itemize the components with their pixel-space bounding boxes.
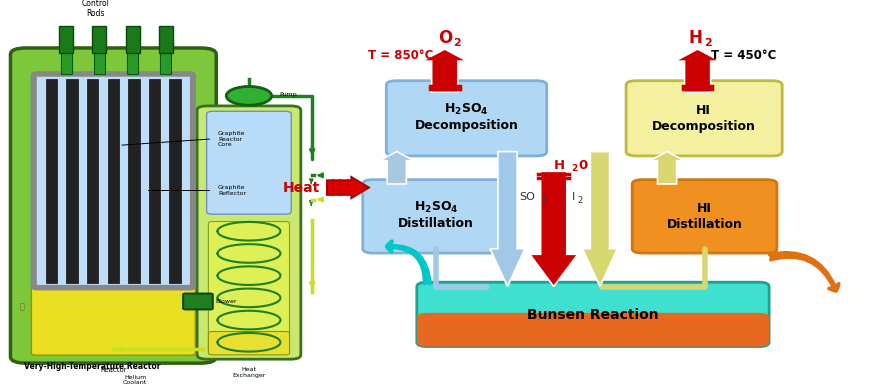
FancyArrow shape: [530, 171, 577, 286]
Text: Blower: Blower: [215, 299, 237, 304]
Text: Graphite
Reflector: Graphite Reflector: [218, 185, 246, 196]
FancyBboxPatch shape: [632, 180, 777, 253]
Text: Bunsen Reaction: Bunsen Reaction: [528, 308, 658, 322]
FancyArrow shape: [379, 152, 414, 184]
FancyBboxPatch shape: [208, 332, 290, 355]
Bar: [160, 51, 171, 74]
Text: VHTR: VHTR: [24, 333, 109, 361]
Text: 0: 0: [578, 159, 588, 173]
Text: Decomposition: Decomposition: [414, 119, 519, 132]
Text: T = 450°C: T = 450°C: [711, 49, 776, 62]
Text: 🚶: 🚶: [19, 302, 24, 311]
Text: 2: 2: [577, 196, 582, 205]
Text: H: H: [689, 29, 703, 47]
Text: Graphite
Reactor
Core: Graphite Reactor Core: [218, 131, 246, 147]
Text: SO: SO: [520, 192, 535, 202]
FancyArrow shape: [582, 152, 617, 286]
FancyBboxPatch shape: [197, 106, 301, 359]
Bar: [126, 26, 140, 53]
Bar: [61, 51, 72, 74]
Text: I: I: [572, 192, 576, 202]
Text: $\mathbf{H_2SO_4}$: $\mathbf{H_2SO_4}$: [444, 102, 489, 117]
Text: Control
Rods: Control Rods: [82, 0, 110, 19]
FancyBboxPatch shape: [31, 73, 195, 289]
Text: Helium
Coolant: Helium Coolant: [123, 375, 147, 385]
FancyBboxPatch shape: [183, 294, 213, 309]
Bar: [159, 26, 173, 53]
Text: Decomposition: Decomposition: [651, 120, 756, 132]
Text: Distillation: Distillation: [398, 217, 474, 230]
FancyBboxPatch shape: [417, 313, 769, 347]
FancyBboxPatch shape: [363, 180, 510, 253]
FancyBboxPatch shape: [386, 81, 547, 156]
Bar: [108, 79, 119, 283]
Bar: [128, 79, 140, 283]
FancyArrow shape: [675, 49, 720, 92]
Text: 2: 2: [705, 38, 712, 48]
Text: 2: 2: [542, 196, 547, 205]
FancyArrow shape: [422, 49, 467, 92]
Text: Distillation: Distillation: [666, 218, 743, 231]
Text: 2: 2: [571, 164, 577, 173]
FancyBboxPatch shape: [208, 221, 290, 352]
Bar: [87, 79, 99, 283]
Text: $\mathbf{H_2SO_4}$: $\mathbf{H_2SO_4}$: [413, 200, 459, 215]
Bar: [127, 51, 138, 74]
Bar: [92, 26, 106, 53]
Text: Reactor: Reactor: [100, 367, 126, 373]
FancyArrow shape: [650, 152, 685, 184]
Text: HI: HI: [697, 202, 712, 215]
Text: 2: 2: [453, 38, 461, 48]
FancyArrow shape: [327, 177, 369, 198]
FancyBboxPatch shape: [10, 48, 216, 363]
Bar: [169, 79, 181, 283]
Text: H: H: [554, 159, 565, 173]
Bar: [66, 79, 78, 283]
Text: Heat: Heat: [283, 181, 320, 195]
Bar: [59, 26, 73, 53]
Text: T = 850°C: T = 850°C: [368, 49, 433, 62]
Text: Pump: Pump: [279, 92, 297, 96]
FancyBboxPatch shape: [626, 81, 782, 156]
FancyArrow shape: [490, 152, 525, 286]
Circle shape: [226, 86, 272, 105]
Bar: [94, 51, 105, 74]
Text: Heat
Exchanger: Heat Exchanger: [232, 367, 266, 378]
FancyBboxPatch shape: [417, 282, 769, 347]
FancyBboxPatch shape: [207, 111, 291, 214]
Text: O: O: [438, 29, 452, 47]
Bar: [46, 79, 58, 283]
FancyBboxPatch shape: [31, 284, 195, 355]
Text: Very-High-Temperature Reactor: Very-High-Temperature Reactor: [24, 362, 161, 371]
Bar: [149, 79, 160, 283]
Text: HI: HI: [696, 104, 712, 117]
